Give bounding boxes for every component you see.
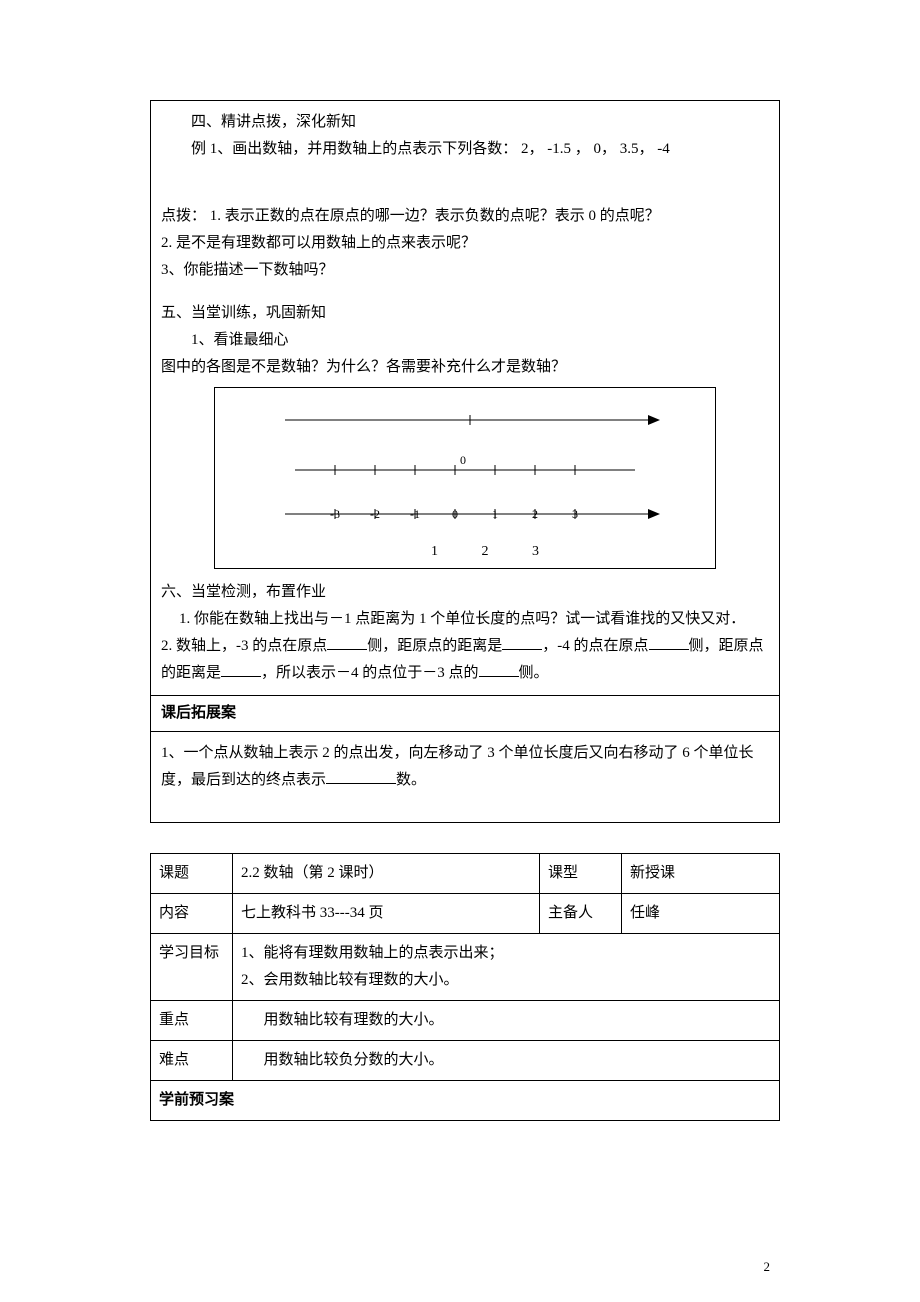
goal-line-1: 1、能将有理数用数轴上的点表示出来； xyxy=(241,940,771,967)
goal-line-2: 2、会用数轴比较有理数的大小。 xyxy=(241,967,771,994)
number-line-diagram-box: 0 -3 -2 -1 0 1 2 3 1 2 3 xyxy=(214,387,716,569)
table-row: 课题 2.2 数轴（第 2 课时） 课型 新授课 xyxy=(151,854,780,894)
table-row: 学习目标 1、能将有理数用数轴上的点表示出来； 2、会用数轴比较有理数的大小。 xyxy=(151,934,780,1001)
svg-text:2: 2 xyxy=(532,507,538,521)
extension-body-cell: 1、一个点从数轴上表示 2 的点出发，向左移动了 3 个单位长度后又向右移动了 … xyxy=(151,732,779,822)
dianbo-q3: 3、你能描述一下数轴吗？ xyxy=(161,257,769,284)
svg-text:1: 1 xyxy=(492,507,498,521)
q5-1-text: 图中的各图是不是数轴？为什么？各需要补充什么才是数轴？ xyxy=(161,354,769,381)
svg-text:0: 0 xyxy=(460,453,466,467)
dianbo-q2: 2. 是不是有理数都可以用数轴上的点来表示呢？ xyxy=(161,230,769,257)
svg-text:-2: -2 xyxy=(370,507,380,521)
q6-2-a: 2. 数轴上，-3 的点在原点 xyxy=(161,638,327,654)
section-5-title: 五、当堂训练，巩固新知 xyxy=(161,300,769,327)
meta-preview: 学前预习案 xyxy=(151,1081,780,1121)
section-4-title: 四、精讲点拨，深化新知 xyxy=(161,109,769,136)
svg-text:0: 0 xyxy=(452,507,458,521)
table-row: 重点 用数轴比较有理数的大小。 xyxy=(151,1001,780,1041)
preview-label: 学前预习案 xyxy=(159,1092,234,1108)
ext-q1-a: 1、一个点从数轴上表示 2 的点出发，向左移动了 3 个单位长度后又向右移动了 … xyxy=(161,745,754,788)
meta-neirong-v: 七上教科书 33---34 页 xyxy=(233,894,540,934)
dianbo-q1: 点拨： 1. 表示正数的点在原点的哪一边？表示负数的点呢？表示 0 的点呢？ xyxy=(161,203,769,230)
meta-keti-v: 2.2 数轴（第 2 课时） xyxy=(233,854,540,894)
meta-nan-k: 难点 xyxy=(151,1041,233,1081)
meta-goal-k: 学习目标 xyxy=(151,934,233,1001)
meta-goal-v: 1、能将有理数用数轴上的点表示出来； 2、会用数轴比较有理数的大小。 xyxy=(233,934,780,1001)
lesson-meta-table: 课题 2.2 数轴（第 2 课时） 课型 新授课 内容 七上教科书 33---3… xyxy=(150,853,780,1121)
diagram-bottom-labels: 1 2 3 xyxy=(215,539,715,564)
meta-zhubei-k: 主备人 xyxy=(540,894,622,934)
svg-text:-1: -1 xyxy=(410,507,420,521)
blank-ext-1 xyxy=(326,768,396,784)
q6-2-b: 侧，距原点的距离是 xyxy=(367,638,502,654)
page-number: 2 xyxy=(764,1255,771,1278)
table-row: 学前预习案 xyxy=(151,1081,780,1121)
meta-zhong-v: 用数轴比较有理数的大小。 xyxy=(233,1001,780,1041)
extension-title-cell: 课后拓展案 xyxy=(151,696,779,732)
table-row: 内容 七上教科书 33---34 页 主备人 任峰 xyxy=(151,894,780,934)
meta-neirong-k: 内容 xyxy=(151,894,233,934)
meta-nan-v: 用数轴比较负分数的大小。 xyxy=(233,1041,780,1081)
svg-text:3: 3 xyxy=(572,507,578,521)
q6-2-f: 侧。 xyxy=(519,665,549,681)
blank-4 xyxy=(221,661,261,677)
svg-text:-3: -3 xyxy=(330,507,340,521)
example-1: 例 1、画出数轴，并用数轴上的点表示下列各数： 2， -1.5 ， 0， 3.5… xyxy=(161,136,769,163)
q6-2-e: ，所以表示－4 的点位于－3 点的 xyxy=(261,665,479,681)
q5-1: 1、看谁最细心 xyxy=(161,327,769,354)
meta-zhubei-v: 任峰 xyxy=(622,894,780,934)
meta-kexing-v: 新授课 xyxy=(622,854,780,894)
q6-1: 1. 你能在数轴上找出与－1 点距离为 1 个单位长度的点吗？试一试看谁找的又快… xyxy=(161,606,769,633)
table-row: 难点 用数轴比较负分数的大小。 xyxy=(151,1041,780,1081)
blank-1 xyxy=(327,634,367,650)
section-6-title: 六、当堂检测，布置作业 xyxy=(161,579,769,606)
main-content-frame: 四、精讲点拨，深化新知 例 1、画出数轴，并用数轴上的点表示下列各数： 2， -… xyxy=(150,100,780,823)
ext-q1-b: 数。 xyxy=(396,772,426,788)
lesson-body-cell: 四、精讲点拨，深化新知 例 1、画出数轴，并用数轴上的点表示下列各数： 2， -… xyxy=(151,101,779,696)
meta-keti-k: 课题 xyxy=(151,854,233,894)
meta-kexing-k: 课型 xyxy=(540,854,622,894)
blank-2 xyxy=(502,634,542,650)
blank-3 xyxy=(649,634,689,650)
q6-2-c: ，-4 的点在原点 xyxy=(542,638,648,654)
blank-5 xyxy=(479,661,519,677)
extension-title: 课后拓展案 xyxy=(161,705,236,721)
number-lines-svg: 0 -3 -2 -1 0 1 2 3 xyxy=(215,388,715,548)
q6-2: 2. 数轴上，-3 的点在原点侧，距原点的距离是，-4 的点在原点侧，距原点的距… xyxy=(161,633,769,687)
meta-zhong-k: 重点 xyxy=(151,1001,233,1041)
